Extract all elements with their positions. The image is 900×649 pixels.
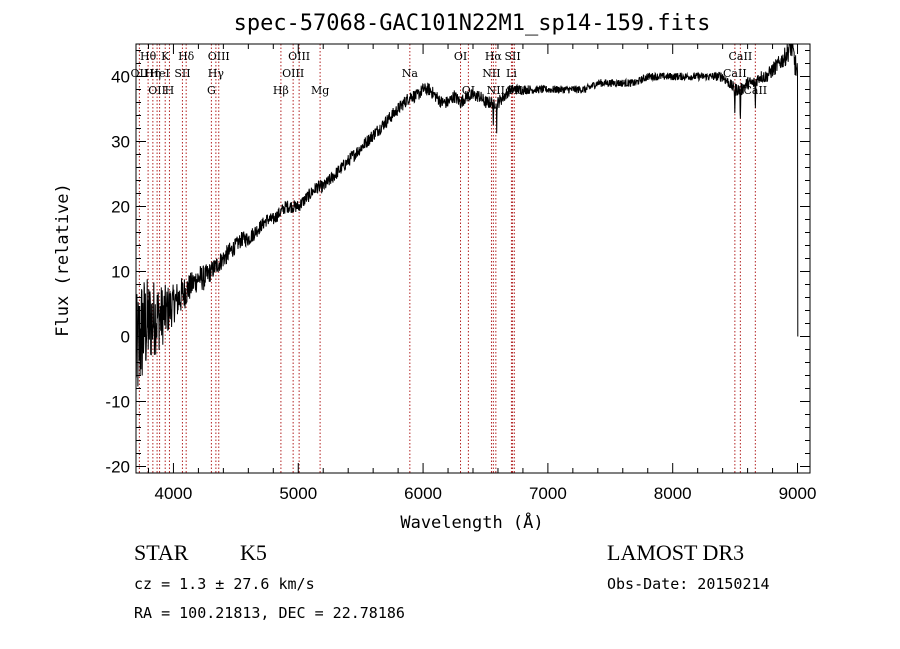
- line-marker-label: Na: [402, 67, 419, 80]
- x-tick-label: 5000: [279, 484, 317, 503]
- line-marker-label: OI: [454, 50, 467, 63]
- line-marker-label: G: [207, 84, 216, 97]
- y-tick-label: 0: [121, 328, 130, 347]
- y-tick-label: -10: [105, 393, 130, 412]
- line-marker-label: CaII: [723, 67, 747, 80]
- y-axis-label: Flux (relative): [53, 183, 73, 337]
- line-marker-label: NII: [482, 67, 500, 80]
- ra-dec-coordinates: RA = 100.21813, DEC = 22.78186: [134, 604, 405, 622]
- line-marker-label: CaII: [729, 50, 753, 63]
- object-class: STAR: [134, 540, 189, 565]
- survey-name: LAMOST DR3: [607, 540, 745, 565]
- line-marker-label: Mg: [311, 84, 329, 97]
- line-marker-label: Hθ: [140, 50, 157, 63]
- line-marker-label: OIII: [282, 67, 304, 80]
- line-marker-label: Hβ: [273, 84, 289, 97]
- y-axis-ticks: -20 -10 0 10 20 30 40: [105, 50, 810, 477]
- y-tick-label: 20: [111, 198, 130, 217]
- y-tick-label: 30: [111, 133, 130, 152]
- x-tick-label: 7000: [529, 484, 567, 503]
- line-marker-labels: OIIHθHηOIIHeIKHSIIHδGHγOIIIHβOIIIOIIIMgN…: [131, 50, 768, 97]
- line-marker-label: OIII: [288, 50, 310, 63]
- line-markers: [138, 44, 756, 473]
- line-marker-label: Hα: [485, 50, 503, 63]
- x-tick-label: 6000: [404, 484, 442, 503]
- line-marker-label: Hδ: [178, 50, 195, 63]
- line-marker-label: Hη: [145, 67, 161, 80]
- line-marker-label: Hγ: [208, 67, 225, 80]
- object-subclass: K5: [240, 540, 267, 565]
- x-tick-label: 9000: [779, 484, 817, 503]
- x-axis-label: Wavelength (Å): [400, 511, 543, 533]
- line-marker-label: H: [165, 84, 175, 97]
- line-marker-label: OII: [148, 84, 166, 97]
- x-tick-label: 4000: [155, 484, 193, 503]
- y-tick-label: 40: [111, 68, 130, 87]
- line-marker-label: K: [161, 50, 170, 63]
- plot-frame: [135, 43, 811, 474]
- observation-date: Obs-Date: 20150214: [607, 575, 770, 593]
- line-marker-label: HeI: [149, 67, 169, 80]
- x-tick-label: 8000: [654, 484, 692, 503]
- y-tick-label: -20: [105, 458, 130, 477]
- line-marker-label: Li: [506, 67, 517, 80]
- line-marker-label: NII: [487, 84, 505, 97]
- chart-title: spec-57068-GAC101N22M1_sp14-159.fits: [234, 11, 711, 36]
- redshift-cz: cz = 1.3 ± 27.6 km/s: [134, 575, 315, 593]
- line-marker-label: SII: [504, 50, 520, 63]
- y-tick-label: 10: [111, 263, 130, 282]
- line-marker-label: SII: [174, 67, 190, 80]
- line-marker-label: OIII: [208, 50, 230, 63]
- x-axis-ticks: 4000 5000 6000 7000 8000 9000: [147, 44, 817, 503]
- spectrum-line: [135, 43, 799, 387]
